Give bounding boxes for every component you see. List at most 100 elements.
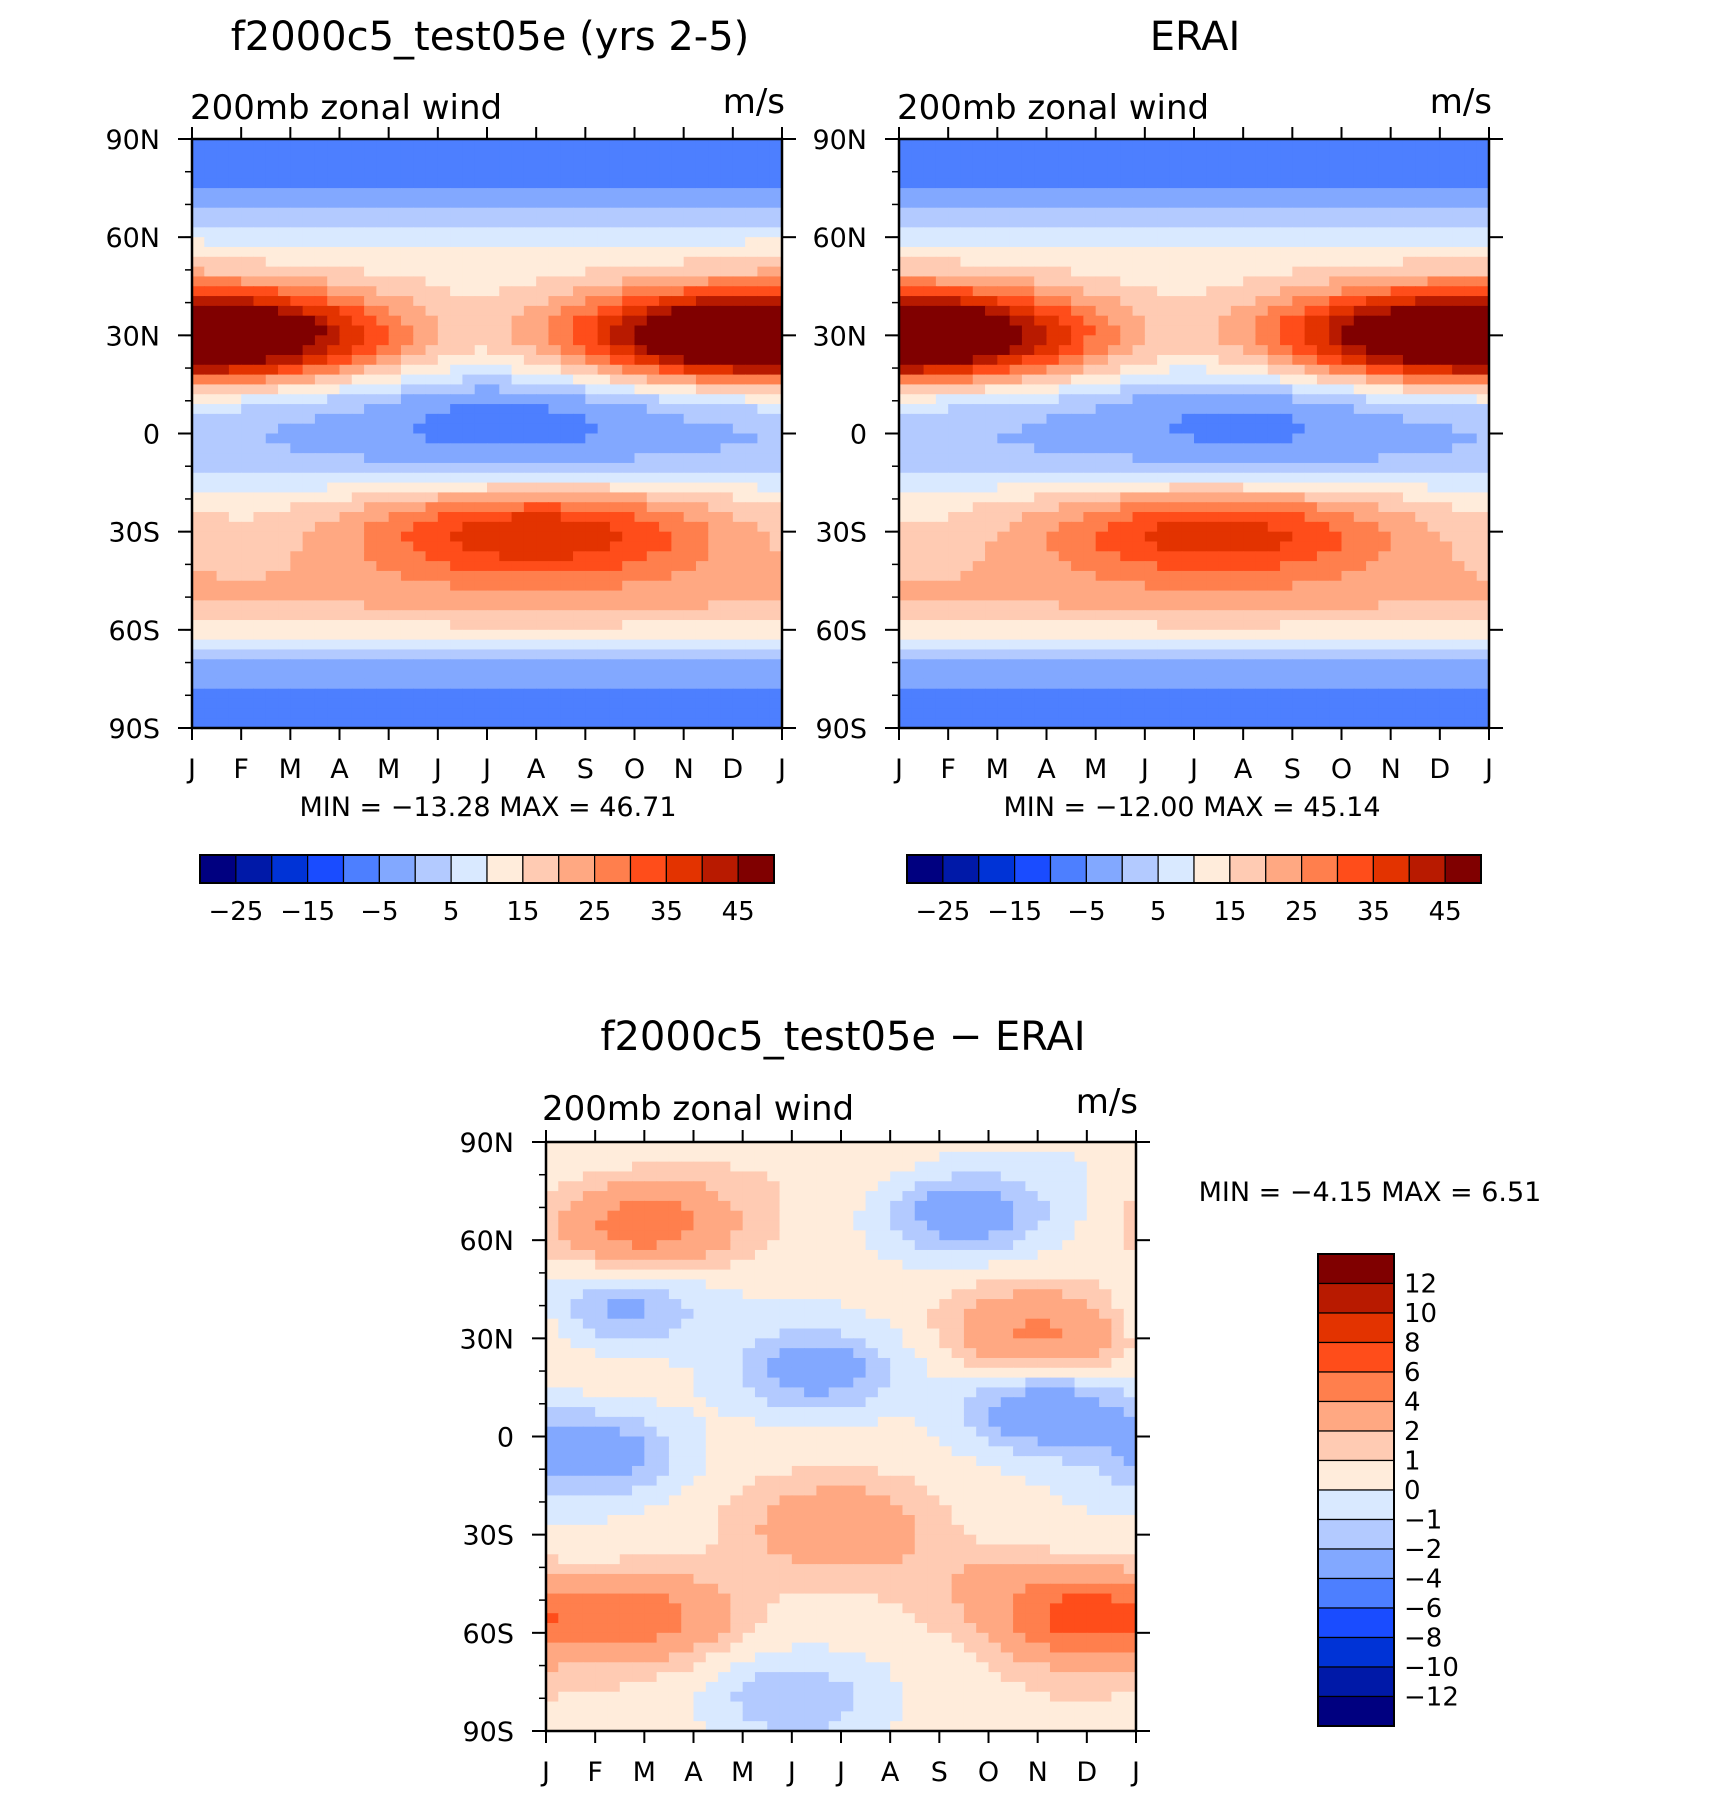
field-cell bbox=[413, 669, 427, 680]
field-cell bbox=[683, 443, 697, 454]
field-cell bbox=[487, 551, 500, 562]
field-cell bbox=[499, 148, 513, 160]
field-cell bbox=[1169, 413, 1183, 425]
field-cell bbox=[1083, 354, 1097, 366]
field-cell bbox=[646, 590, 660, 601]
field-cell bbox=[622, 678, 636, 690]
field-cell bbox=[462, 678, 476, 690]
field-cell bbox=[985, 148, 998, 160]
field-cell bbox=[339, 168, 353, 179]
field-cell bbox=[1366, 246, 1379, 258]
field-cell bbox=[511, 256, 525, 268]
field-cell bbox=[560, 492, 574, 503]
field-cell bbox=[634, 207, 648, 219]
field-cell bbox=[400, 521, 414, 533]
field-cell bbox=[769, 384, 783, 395]
field-cell bbox=[1009, 541, 1023, 552]
field-cell bbox=[1230, 453, 1244, 464]
field-cell bbox=[511, 227, 525, 238]
field-cell bbox=[1181, 354, 1195, 366]
field-cell bbox=[597, 541, 611, 552]
field-cell bbox=[1095, 413, 1109, 425]
field-cell bbox=[646, 296, 660, 307]
field-cell bbox=[1415, 413, 1429, 425]
field-cell bbox=[597, 502, 611, 513]
field-cell bbox=[948, 521, 962, 533]
field-cell bbox=[216, 551, 230, 562]
field-cell bbox=[732, 659, 746, 670]
field-cell bbox=[1243, 188, 1257, 199]
field-cell bbox=[1230, 384, 1244, 395]
field-cell bbox=[1120, 502, 1134, 513]
field-cell bbox=[314, 698, 328, 709]
field-cell bbox=[450, 688, 464, 700]
field-cell bbox=[302, 669, 316, 680]
field-cell bbox=[622, 227, 636, 238]
field-cell bbox=[757, 286, 771, 297]
field-cell bbox=[314, 364, 328, 376]
field-cell bbox=[1206, 188, 1220, 199]
field-cell bbox=[972, 178, 986, 189]
field-cell bbox=[1439, 168, 1453, 179]
field-cell bbox=[1218, 207, 1232, 219]
field-cell bbox=[573, 315, 586, 327]
field-cell bbox=[314, 521, 328, 533]
field-cell bbox=[1046, 217, 1060, 228]
field-cell bbox=[1107, 462, 1121, 474]
field-cell bbox=[560, 266, 574, 278]
field-cell bbox=[960, 286, 974, 297]
field-cell bbox=[364, 472, 377, 484]
field-cell bbox=[548, 197, 562, 209]
field-cell bbox=[462, 649, 476, 660]
field-cell bbox=[609, 139, 623, 150]
field-cell bbox=[695, 629, 709, 641]
field-cell bbox=[314, 384, 328, 395]
field-cell bbox=[1427, 335, 1441, 346]
field-cell bbox=[1464, 335, 1478, 346]
field-cell bbox=[683, 384, 697, 395]
field-cell bbox=[997, 305, 1011, 317]
field-cell bbox=[511, 354, 525, 366]
field-cell bbox=[1316, 237, 1330, 248]
field-cell bbox=[585, 610, 599, 621]
field-cell bbox=[523, 384, 537, 395]
field-cell bbox=[1415, 227, 1429, 238]
field-cell bbox=[1427, 207, 1441, 219]
field-cell bbox=[1464, 482, 1478, 493]
field-cell bbox=[450, 237, 464, 248]
field-cell bbox=[204, 286, 218, 297]
field-cell bbox=[1169, 433, 1183, 444]
field-cell bbox=[720, 708, 734, 719]
field-cell bbox=[1132, 296, 1146, 307]
field-cell bbox=[1415, 433, 1429, 444]
field-cell bbox=[573, 620, 586, 631]
field-cell bbox=[1378, 384, 1392, 395]
field-cell bbox=[597, 207, 611, 219]
field-cell bbox=[364, 443, 377, 454]
field-cell bbox=[757, 296, 771, 307]
field-cell bbox=[1058, 374, 1072, 386]
field-cell bbox=[1230, 188, 1244, 199]
field-cell bbox=[1292, 188, 1306, 199]
field-cell bbox=[1120, 266, 1134, 278]
field-cell bbox=[450, 354, 464, 366]
field-cell bbox=[253, 708, 267, 719]
field-cell bbox=[585, 325, 599, 336]
field-cell bbox=[511, 276, 525, 287]
field-cell bbox=[302, 708, 316, 719]
field-cell bbox=[1169, 197, 1183, 209]
field-cell bbox=[960, 266, 974, 278]
field-cell bbox=[911, 158, 925, 170]
field-cell bbox=[1402, 374, 1416, 386]
field-cell bbox=[474, 354, 488, 366]
field-cell bbox=[573, 276, 586, 287]
field-cell bbox=[659, 178, 672, 189]
field-cell bbox=[1243, 237, 1257, 248]
field-cell bbox=[216, 178, 230, 189]
field-cell bbox=[732, 443, 746, 454]
field-cell bbox=[462, 580, 476, 592]
field-cell bbox=[278, 364, 291, 376]
field-cell bbox=[1120, 246, 1134, 258]
field-cell bbox=[474, 315, 488, 327]
field-cell bbox=[437, 610, 451, 621]
